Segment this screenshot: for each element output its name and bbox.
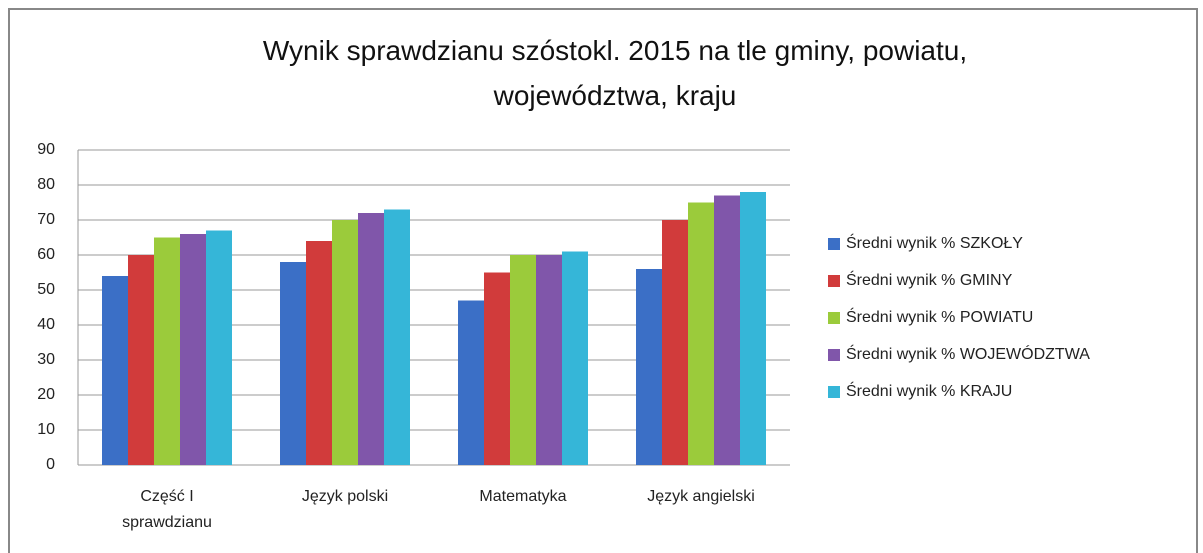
- bar: [636, 269, 662, 465]
- y-tick-label: 60: [37, 246, 55, 263]
- bar: [562, 251, 588, 465]
- bar: [536, 255, 562, 465]
- y-tick-label: 50: [37, 281, 55, 298]
- y-tick-label: 20: [37, 386, 55, 403]
- bar: [128, 255, 154, 465]
- y-tick-label: 70: [37, 211, 55, 228]
- bar: [180, 234, 206, 465]
- bar: [206, 230, 232, 465]
- legend-label: Średni wynik % KRAJU: [846, 381, 1012, 400]
- y-tick-label: 0: [46, 456, 55, 473]
- bar: [740, 192, 766, 465]
- legend-swatch: [828, 312, 840, 324]
- x-tick-label: Język polski: [301, 488, 389, 505]
- y-tick-label: 80: [37, 176, 55, 193]
- y-tick-label: 30: [37, 351, 55, 368]
- bar: [458, 300, 484, 465]
- legend-swatch: [828, 238, 840, 250]
- bar: [688, 202, 714, 465]
- legend-swatch: [828, 275, 840, 287]
- x-tick-label: Matematyka: [479, 488, 567, 505]
- y-tick-label: 90: [37, 141, 55, 158]
- bar: [662, 220, 688, 465]
- legend-swatch: [828, 386, 840, 398]
- bar: [358, 213, 384, 465]
- bar: [484, 272, 510, 465]
- chart-title: Wynik sprawdzianu szóstokl. 2015 na tle …: [262, 35, 968, 111]
- legend-label: Średni wynik % POWIATU: [846, 307, 1033, 326]
- bar: [384, 209, 410, 465]
- legend-label: Średni wynik % SZKOŁY: [846, 233, 1023, 252]
- bar: [280, 262, 306, 465]
- bar: [306, 241, 332, 465]
- bar: [102, 276, 128, 465]
- legend-swatch: [828, 349, 840, 361]
- bar: [154, 237, 180, 465]
- legend-label: Średni wynik % WOJEWÓDZTWA: [846, 344, 1090, 363]
- y-tick-label: 10: [37, 421, 55, 438]
- bar: [510, 255, 536, 465]
- x-tick-label: Część I sprawdzianu: [122, 488, 212, 531]
- x-tick-label: Język angielski: [647, 488, 755, 505]
- legend-label: Średni wynik % GMINY: [846, 270, 1013, 289]
- y-tick-label: 40: [37, 316, 55, 333]
- bar: [332, 220, 358, 465]
- bar: [714, 195, 740, 465]
- chart-frame: [8, 8, 1198, 553]
